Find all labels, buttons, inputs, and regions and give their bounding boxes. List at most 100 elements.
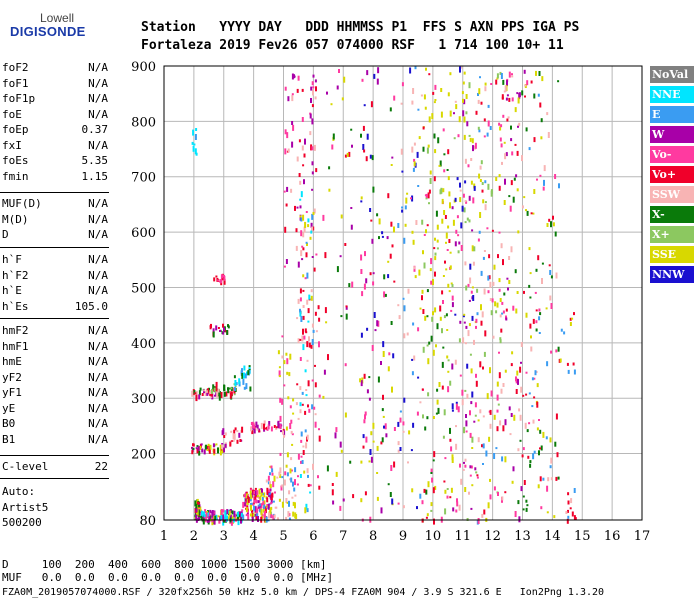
echo-point — [542, 186, 545, 191]
echo-point — [434, 485, 437, 490]
echo-point — [335, 427, 338, 433]
echo-point — [479, 165, 482, 170]
echo-point — [531, 377, 534, 381]
echo-point — [264, 427, 267, 430]
echo-point — [463, 428, 465, 434]
echo-point — [292, 398, 295, 402]
echo-point — [459, 66, 461, 73]
echo-point — [299, 402, 302, 407]
echo-point — [451, 302, 454, 308]
echo-point — [550, 275, 553, 279]
echo-point — [382, 351, 385, 357]
echo-point — [522, 508, 525, 511]
echo-point — [469, 410, 471, 416]
echo-point — [256, 494, 259, 497]
echo-point — [447, 370, 450, 373]
echo-point — [475, 373, 477, 378]
auto-line: Auto: — [2, 485, 36, 498]
echo-point — [463, 461, 465, 464]
echo-point — [536, 178, 538, 181]
echo-point — [496, 77, 499, 80]
echo-point — [541, 76, 544, 82]
param-name: hmF1 — [2, 339, 29, 353]
echo-point — [283, 190, 286, 193]
echo-point — [434, 256, 437, 261]
echo-point — [496, 302, 499, 308]
echo-point — [464, 487, 467, 492]
echo-point — [216, 391, 219, 398]
echo-point — [473, 246, 476, 252]
echo-point — [297, 453, 300, 460]
echo-point — [411, 100, 414, 105]
echo-point — [413, 158, 416, 162]
echo-point — [234, 427, 237, 431]
echo-point — [283, 265, 286, 268]
echo-point — [255, 515, 258, 521]
echo-point — [262, 501, 265, 506]
echo-point — [210, 323, 212, 328]
echo-point — [493, 264, 496, 270]
echo-point — [244, 373, 247, 379]
echo-point — [300, 316, 303, 322]
echo-point — [291, 443, 294, 446]
echo-point — [391, 386, 393, 393]
echo-point — [287, 96, 290, 102]
echo-point — [370, 101, 373, 108]
echo-point — [443, 315, 446, 319]
echo-point — [299, 215, 302, 218]
echo-point — [476, 288, 479, 293]
echo-point — [255, 499, 258, 504]
echo-point — [538, 71, 541, 76]
param-separator — [0, 192, 109, 193]
param-name: foF1 — [2, 76, 29, 90]
echo-point — [311, 213, 314, 220]
echo-point — [487, 290, 490, 294]
echo-point — [260, 509, 263, 516]
echo-point — [442, 188, 445, 193]
echo-point — [422, 346, 425, 353]
echo-point — [221, 278, 224, 281]
echo-point — [251, 509, 253, 513]
echo-point — [287, 396, 290, 400]
echo-point — [421, 289, 424, 294]
echo-point — [213, 277, 216, 282]
param-name: h`F — [2, 253, 22, 266]
echo-point — [229, 441, 232, 447]
echo-point — [340, 214, 343, 219]
param-value: N/A — [88, 370, 108, 384]
echo-point — [528, 392, 531, 395]
echo-point — [226, 515, 228, 522]
echo-point — [363, 104, 366, 107]
echo-point — [500, 328, 503, 333]
echo-point — [303, 179, 305, 185]
echo-point — [411, 230, 414, 234]
echo-point — [363, 149, 366, 153]
echo-point — [309, 484, 312, 487]
echo-point — [258, 504, 261, 511]
echo-point — [228, 515, 231, 518]
echo-point — [193, 143, 196, 146]
echo-point — [403, 237, 406, 244]
echo-point — [230, 430, 233, 433]
header-labels: Station YYYY DAY DDD HHMMSS P1 FFS S AXN… — [141, 20, 580, 35]
echo-point — [278, 366, 281, 369]
echo-point — [311, 171, 314, 175]
echo-point — [446, 355, 449, 359]
echo-point — [237, 519, 240, 526]
echo-point — [497, 492, 499, 496]
echo-point — [532, 419, 535, 424]
echo-point — [498, 351, 500, 354]
echo-point — [191, 390, 194, 397]
echo-point — [306, 508, 309, 513]
echo-point — [279, 424, 282, 430]
echo-point — [460, 245, 463, 251]
echo-point — [220, 279, 223, 284]
echo-point — [474, 402, 477, 408]
echo-point — [533, 450, 536, 454]
echo-point — [278, 471, 281, 476]
echo-point — [427, 192, 430, 199]
echo-point — [250, 502, 253, 505]
echo-point — [416, 151, 419, 158]
echo-point — [525, 499, 528, 503]
echo-point — [391, 244, 394, 248]
